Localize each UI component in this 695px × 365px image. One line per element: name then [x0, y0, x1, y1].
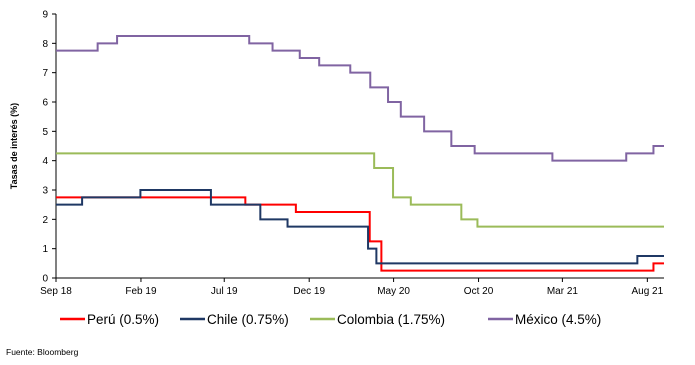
x-tick-label: Sep 18	[40, 286, 72, 297]
series-line-0	[56, 196, 664, 272]
source-note: Fuente: Bloomberg	[6, 347, 79, 357]
series-line-1	[56, 189, 664, 265]
legend: Perú (0.5%) Chile (0.75%) Colombia (1.75%)…	[60, 312, 601, 327]
y-axis-title: Tasas de interés (%)	[9, 103, 19, 189]
y-tick-label: 3	[42, 186, 48, 197]
series-line-2	[56, 152, 664, 228]
legend-label: Colombia (1.75%)	[337, 312, 445, 327]
axes-layer: 0 1 2 3 4 5 6 7 8 9 Sep 18 Feb 19 Jul 19 Dec 19 May 20…	[9, 10, 664, 297]
y-tick-label: 9	[42, 10, 48, 21]
x-tick-label: Jul 19	[211, 286, 238, 297]
x-tick-label: Dec 19	[293, 286, 325, 297]
x-tick-label: Feb 19	[125, 286, 157, 297]
legend-label: Chile (0.75%)	[207, 312, 289, 327]
y-tick-label: 5	[42, 127, 48, 138]
x-tick-label: Oct 20	[464, 286, 494, 297]
y-tick-label: 4	[42, 156, 48, 167]
y-tick-label: 6	[42, 98, 48, 109]
series-layer	[56, 35, 664, 272]
y-tick-label: 8	[42, 39, 48, 50]
x-tick-label: Aug 21	[631, 286, 663, 297]
y-tick-label: 1	[42, 244, 48, 255]
x-tick-label: Mar 21	[547, 286, 579, 297]
legend-label: México (4.5%)	[515, 312, 601, 327]
x-tick-label: May 20	[377, 286, 410, 297]
legend-label: Perú (0.5%)	[87, 312, 159, 327]
y-tick-label: 2	[42, 215, 48, 226]
y-tick-label: 7	[42, 68, 48, 79]
y-tick-label: 0	[42, 274, 48, 285]
series-line-3	[56, 35, 664, 162]
